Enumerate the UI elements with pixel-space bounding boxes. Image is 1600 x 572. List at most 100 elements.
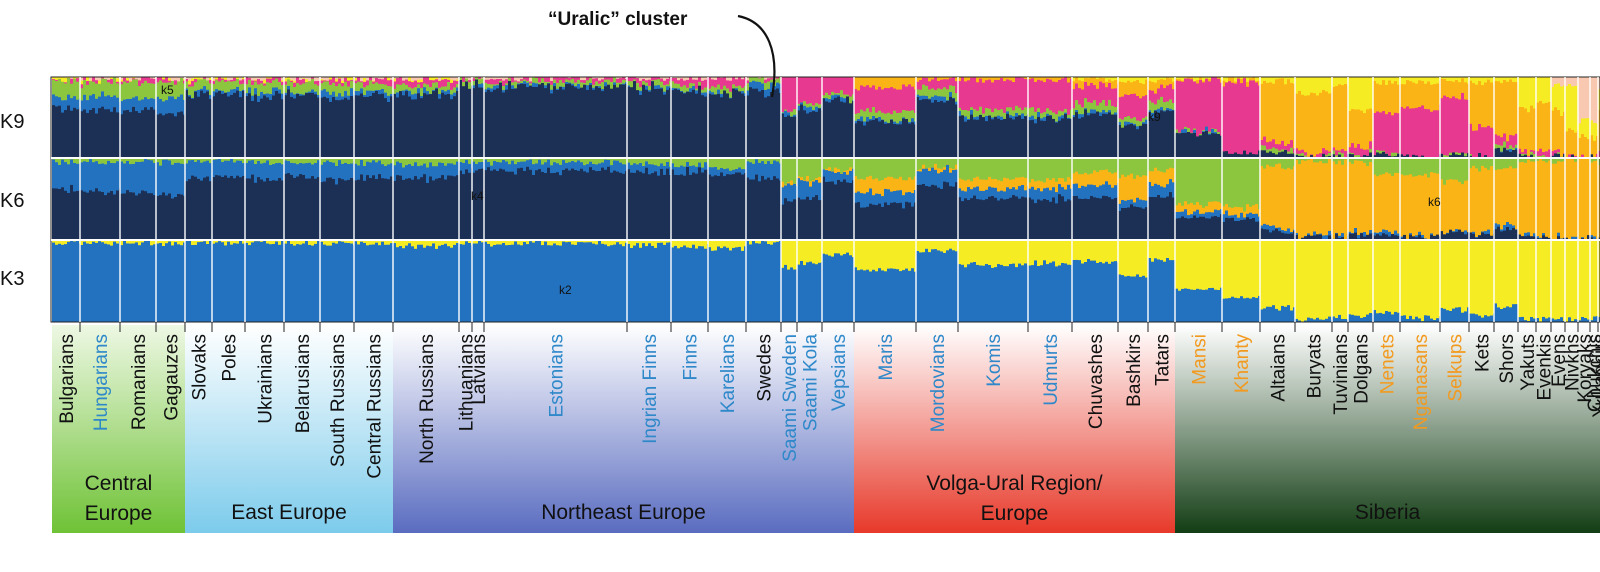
admixture-segment <box>1046 78 1050 109</box>
admixture-segment <box>809 240 813 262</box>
admixture-segment <box>592 163 596 171</box>
admixture-segment <box>209 180 213 241</box>
admixture-segment <box>761 240 765 323</box>
admixture-segment <box>616 78 620 83</box>
admixture-segment <box>767 96 771 159</box>
admixture-segment <box>126 77 130 79</box>
admixture-segment <box>1034 118 1038 124</box>
admixture-segment <box>1184 209 1188 218</box>
admixture-segment <box>633 158 637 164</box>
admixture-segment <box>1344 83 1348 151</box>
admixture-segment <box>107 160 111 193</box>
admixture-segment <box>776 82 780 89</box>
admixture-segment <box>372 92 376 159</box>
admixture-segment <box>1527 159 1531 233</box>
admixture-segment <box>1335 149 1339 156</box>
admixture-segment <box>738 246 742 323</box>
admixture-segment <box>896 202 900 241</box>
admixture-segment <box>70 97 74 111</box>
admixture-segment <box>1193 204 1197 212</box>
admixture-segment <box>381 79 385 84</box>
admixture-segment <box>1512 147 1516 150</box>
admixture-segment <box>1418 231 1422 235</box>
admixture-segment <box>129 98 133 113</box>
admixture-segment <box>1284 77 1288 85</box>
admixture-segment <box>1046 199 1050 241</box>
admixture-segment <box>1055 191 1059 204</box>
admixture-segment <box>411 81 415 89</box>
admixture-segment <box>245 240 249 243</box>
admixture-segment <box>514 158 518 165</box>
admixture-segment <box>275 87 279 91</box>
admixture-segment <box>314 162 318 179</box>
admixture-segment <box>967 77 971 81</box>
admixture-segment <box>881 270 885 323</box>
admixture-segment <box>692 158 696 166</box>
admixture-segment <box>781 204 785 241</box>
admixture-segment <box>666 78 670 85</box>
admixture-segment <box>98 158 102 164</box>
admixture-segment <box>64 240 68 245</box>
admixture-segment <box>1443 184 1447 235</box>
admixture-segment <box>1351 158 1355 164</box>
admixture-segment <box>875 271 879 323</box>
admixture-segment <box>970 197 974 241</box>
admixture-segment <box>354 77 358 81</box>
admixture-segment <box>420 158 424 166</box>
admixture-segment <box>1542 154 1546 159</box>
admixture-segment <box>1163 87 1167 103</box>
admixture-segment <box>654 158 658 166</box>
admixture-segment <box>183 195 186 241</box>
admixture-segment <box>586 89 590 159</box>
admixture-segment <box>305 158 309 164</box>
admixture-segment <box>1293 77 1296 84</box>
admixture-segment <box>168 241 172 323</box>
admixture-segment <box>350 79 354 81</box>
admixture-segment <box>459 240 463 245</box>
admixture-segment <box>95 188 99 241</box>
admixture-segment <box>828 255 832 323</box>
admixture-segment <box>985 120 989 159</box>
admixture-segment <box>1237 153 1241 159</box>
admixture-segment <box>92 81 96 95</box>
admixture-segment <box>1563 111 1566 154</box>
admixture-segment <box>1114 184 1118 198</box>
admixture-segment <box>420 97 424 159</box>
admixture-segment <box>123 99 127 111</box>
admixture-segment <box>704 79 708 88</box>
admixture-segment <box>209 79 213 84</box>
admixture-segment <box>840 158 844 174</box>
admixture-segment <box>1455 98 1459 153</box>
admixture-segment <box>793 116 797 159</box>
admixture-segment <box>1421 77 1425 81</box>
admixture-segment <box>1394 80 1398 113</box>
admixture-segment <box>683 80 687 86</box>
admixture-segment <box>414 80 418 88</box>
admixture-segment <box>150 106 154 159</box>
admixture-segment <box>224 160 228 176</box>
admixture-segment <box>1072 183 1076 196</box>
admixture-segment <box>92 158 96 163</box>
admixture-segment <box>245 158 249 163</box>
admixture-segment <box>556 82 560 89</box>
admixture-segment <box>459 158 463 162</box>
admixture-segment <box>1325 154 1329 157</box>
admixture-segment <box>1196 158 1200 202</box>
admixture-segment <box>671 163 675 170</box>
admixture-segment <box>815 263 819 323</box>
admixture-segment <box>1287 167 1291 229</box>
admixture-segment <box>1478 235 1482 241</box>
admixture-segment <box>586 77 590 81</box>
admixture-segment <box>589 84 593 159</box>
admixture-segment <box>1458 181 1462 230</box>
admixture-segment <box>514 163 518 175</box>
admixture-segment <box>1443 158 1447 185</box>
admixture-segment <box>1102 158 1106 170</box>
admixture-segment <box>1034 202 1038 241</box>
admixture-segment <box>714 79 718 88</box>
admixture-segment <box>1208 211 1212 219</box>
admixture-segment <box>976 198 980 241</box>
admixture-segment <box>1072 114 1076 118</box>
admixture-segment <box>110 245 114 323</box>
admixture-segment <box>854 192 858 203</box>
